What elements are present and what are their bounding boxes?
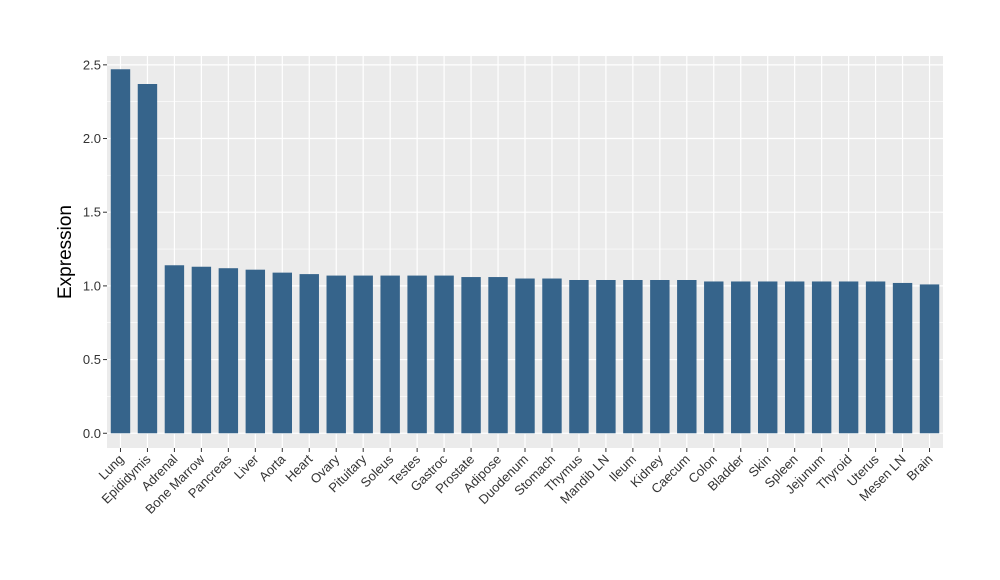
bar xyxy=(919,284,940,434)
bar xyxy=(892,282,913,434)
y-tick-label: 2.5 xyxy=(83,57,101,72)
bar xyxy=(650,280,670,434)
bar xyxy=(380,275,400,434)
bar xyxy=(326,275,346,434)
bar xyxy=(784,281,805,434)
bar xyxy=(299,274,319,434)
y-tick-label: 1.0 xyxy=(83,278,101,293)
y-axis-tick-labels: 0.0 0.5 1.0 1.5 2.0 2.5 xyxy=(83,57,101,440)
bar xyxy=(542,278,562,434)
bar xyxy=(838,281,859,434)
bar xyxy=(515,278,535,434)
bar xyxy=(353,275,373,434)
bar xyxy=(245,269,266,434)
bar xyxy=(191,266,212,434)
bar xyxy=(434,275,454,434)
bar xyxy=(811,281,832,434)
bar xyxy=(731,281,751,434)
bar xyxy=(596,280,616,434)
x-axis-ticks xyxy=(119,448,931,452)
bar xyxy=(704,281,724,434)
bar xyxy=(218,268,239,434)
bar xyxy=(865,281,886,434)
bar xyxy=(164,265,185,434)
y-tick-label: 0.5 xyxy=(83,352,101,367)
bar xyxy=(758,281,778,434)
bar xyxy=(677,280,697,434)
bar xyxy=(461,277,481,434)
y-tick-label: 1.5 xyxy=(83,205,101,220)
bar xyxy=(623,280,643,434)
y-axis-ticks xyxy=(103,64,107,434)
bars xyxy=(110,69,940,434)
bar xyxy=(137,84,158,434)
y-axis-title: Expression xyxy=(55,205,76,299)
bar xyxy=(110,69,131,434)
bar xyxy=(569,280,589,434)
y-tick-label: 0.0 xyxy=(83,426,101,441)
bar xyxy=(272,272,292,434)
bar xyxy=(407,275,427,434)
bar xyxy=(488,277,508,434)
y-tick-label: 2.0 xyxy=(83,131,101,146)
